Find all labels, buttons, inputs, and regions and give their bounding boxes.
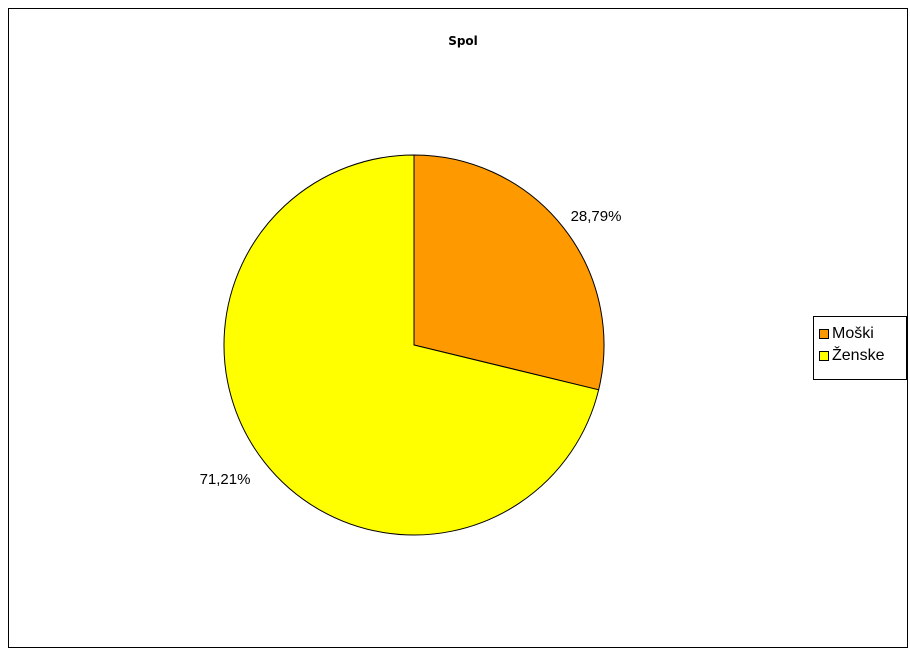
pie-slice-zenske [223, 154, 600, 536]
legend-item-zenske: Ženske [819, 345, 906, 367]
legend-label-moski: Moški [832, 325, 874, 342]
data-label-moski: 28,79% [571, 208, 622, 225]
legend-item-moski: Moški [819, 323, 906, 345]
legend-swatch-moski [819, 329, 829, 339]
legend-label-zenske: Ženske [832, 347, 885, 364]
data-label-zenske: 71,21% [200, 471, 251, 488]
legend-swatch-zenske [819, 351, 829, 361]
chart-title: Spol [448, 34, 478, 48]
pie-slice-moski [413, 154, 605, 391]
pie-chart: 28,79% 71,21% [200, 154, 622, 536]
chart-legend: Moški Ženske [813, 316, 907, 380]
